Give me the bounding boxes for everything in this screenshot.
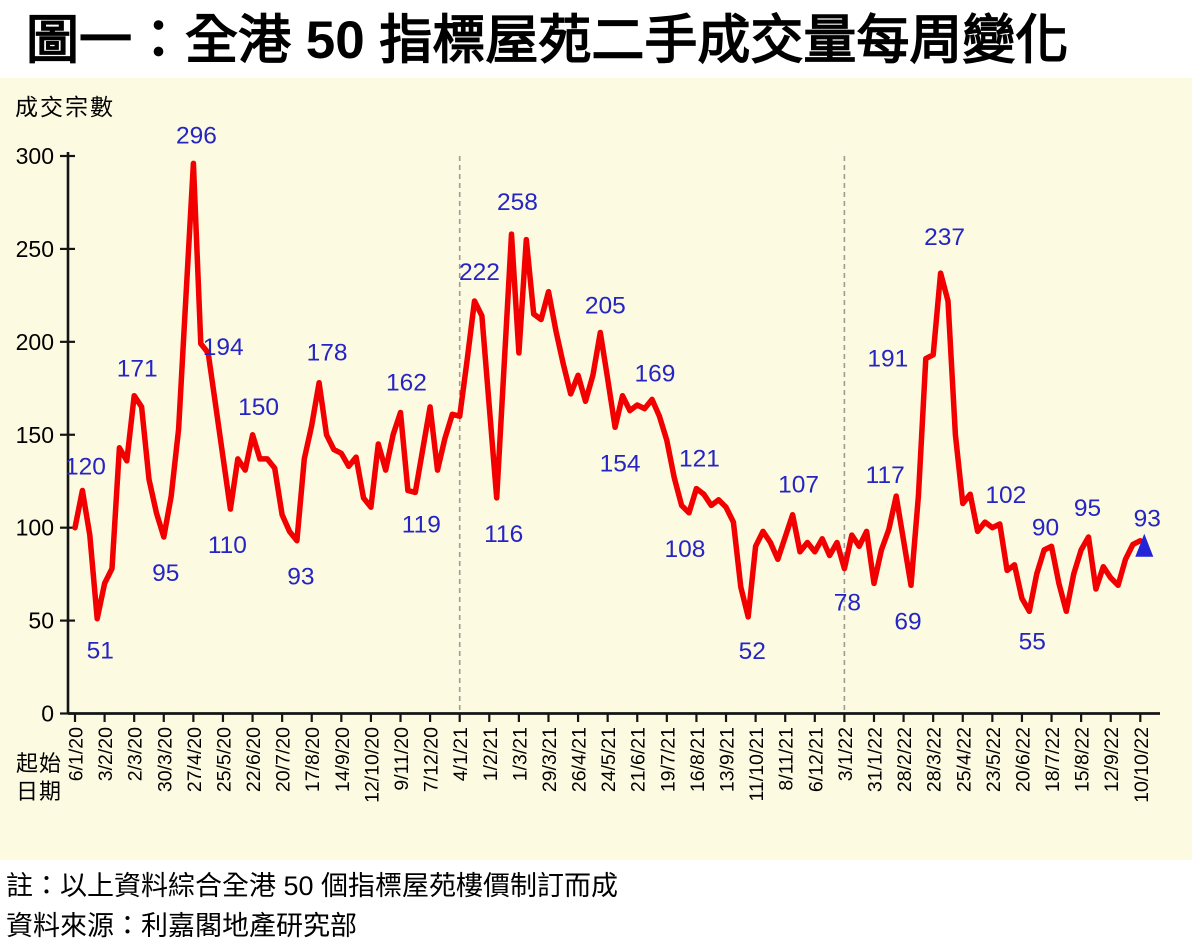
data-point-label: 120 — [65, 454, 106, 481]
x-tick-label: 19/7/21 — [657, 727, 679, 792]
data-point-label: 102 — [985, 482, 1026, 509]
x-tick-label: 12/10/20 — [361, 727, 383, 803]
y-tick-label: 250 — [16, 236, 54, 262]
x-tick-label: 15/8/22 — [1072, 727, 1094, 792]
y-tick-label: 300 — [16, 143, 54, 169]
data-point-label: 95 — [1074, 495, 1101, 522]
x-tick-label: 4/1/21 — [450, 727, 472, 781]
data-point-label: 78 — [834, 590, 861, 617]
data-point-label: 55 — [1019, 628, 1046, 655]
x-tick-label: 3/2/20 — [95, 727, 117, 781]
data-point-label: 108 — [665, 536, 706, 563]
x-tick-label: 21/6/21 — [628, 727, 650, 792]
data-point-label: 90 — [1032, 514, 1059, 541]
x-tick-label: 3/1/22 — [835, 727, 857, 781]
footnote-data-source: 資料來源：利嘉閣地產研究部 — [6, 911, 357, 941]
x-tick-label: 16/8/21 — [687, 727, 709, 792]
footnote-source-note: 註：以上資料綜合全港 50 個指標屋苑樓價制訂而成 — [6, 871, 619, 901]
x-tick-label: 29/3/21 — [539, 727, 561, 792]
data-point-label: 52 — [739, 638, 766, 665]
x-tick-label: 1/2/21 — [480, 727, 502, 781]
x-axis-title: 起始 日期 — [16, 750, 62, 806]
x-tick-label: 8/11/21 — [776, 727, 798, 791]
x-tick-label: 23/5/22 — [983, 727, 1005, 792]
latest-point-triangle-marker — [1135, 533, 1154, 557]
x-tick-label: 30/3/20 — [154, 727, 176, 792]
data-point-label: 69 — [894, 608, 921, 635]
data-point-label: 93 — [1134, 506, 1161, 533]
data-point-label: 154 — [600, 450, 641, 477]
x-tick-label: 28/3/22 — [924, 727, 946, 792]
x-tick-label: 7/12/20 — [421, 727, 443, 792]
y-axis-title: 成交宗數 — [15, 94, 115, 120]
x-tick-label: 1/3/21 — [509, 727, 531, 781]
y-tick-label: 200 — [16, 329, 54, 355]
data-point-label: 194 — [203, 334, 244, 361]
x-tick-label: 10/10/22 — [1131, 727, 1153, 803]
y-tick-label: 150 — [16, 422, 54, 448]
data-point-label: 121 — [679, 446, 720, 473]
data-point-label: 107 — [778, 472, 819, 499]
x-tick-label: 14/9/20 — [332, 727, 354, 792]
data-point-label: 150 — [238, 394, 279, 421]
x-tick-label: 26/4/21 — [569, 727, 591, 792]
plot-area-background — [0, 78, 1192, 860]
y-tick-label: 0 — [41, 701, 54, 727]
data-point-label: 162 — [386, 370, 427, 397]
data-point-label: 222 — [459, 259, 500, 286]
y-tick-label: 50 — [28, 608, 54, 634]
data-point-label: 171 — [117, 356, 158, 383]
x-tick-label: 31/1/22 — [864, 727, 886, 792]
data-point-label: 237 — [924, 224, 965, 251]
data-point-label: 178 — [307, 340, 348, 367]
x-tick-label: 25/5/20 — [213, 727, 235, 792]
data-point-label: 169 — [635, 360, 676, 387]
data-point-label: 205 — [585, 293, 626, 320]
x-tick-label: 24/5/21 — [598, 727, 620, 792]
data-point-label: 95 — [152, 560, 179, 587]
volume-line-chart: 0 50 100 150 200 250 300 6/1/20 3/2/20 2/3/20 30/3… — [0, 78, 1192, 860]
data-point-label: 296 — [176, 122, 217, 149]
footnotes: 註：以上資料綜合全港 50 個指標屋苑樓價制訂而成 資料來源：利嘉閣地產研究部 — [6, 866, 1106, 946]
x-tick-label: 18/7/22 — [1042, 727, 1064, 792]
x-tick-label: 9/11/20 — [391, 727, 413, 791]
data-point-label: 191 — [867, 346, 908, 373]
data-point-label: 258 — [497, 189, 538, 216]
y-tick-label: 100 — [16, 515, 54, 541]
data-point-label: 93 — [287, 564, 314, 591]
x-axis-title-line-1: 起始 — [16, 751, 63, 776]
x-tick-label: 25/4/22 — [953, 727, 975, 792]
x-tick-label: 27/4/20 — [184, 727, 206, 792]
data-point-label: 119 — [402, 511, 441, 538]
x-tick-label: 20/6/22 — [1012, 727, 1034, 792]
x-tick-label: 2/3/20 — [125, 727, 147, 781]
transactions-line-series — [72, 160, 1144, 622]
data-point-label: 110 — [208, 532, 247, 559]
data-point-label: 116 — [484, 521, 523, 548]
x-tick-label: 20/7/20 — [273, 727, 295, 792]
page-title: 圖一：全港 50 指標屋苑二手成交量每周變化 — [26, 11, 1069, 70]
x-tick-label: 6/12/21 — [805, 727, 827, 792]
x-tick-label: 6/1/20 — [66, 727, 88, 781]
x-axis-title-line-2: 日期 — [16, 779, 63, 804]
data-point-label: 51 — [87, 638, 114, 665]
x-tick-label: 13/9/21 — [717, 727, 739, 792]
x-tick-label: 11/10/21 — [746, 727, 768, 801]
data-point-label: 117 — [866, 462, 905, 489]
x-tick-label: 17/8/20 — [302, 727, 324, 792]
x-tick-label: 22/6/20 — [243, 727, 265, 792]
x-tick-label: 12/9/22 — [1101, 727, 1123, 792]
x-tick-label: 28/2/22 — [894, 727, 916, 792]
